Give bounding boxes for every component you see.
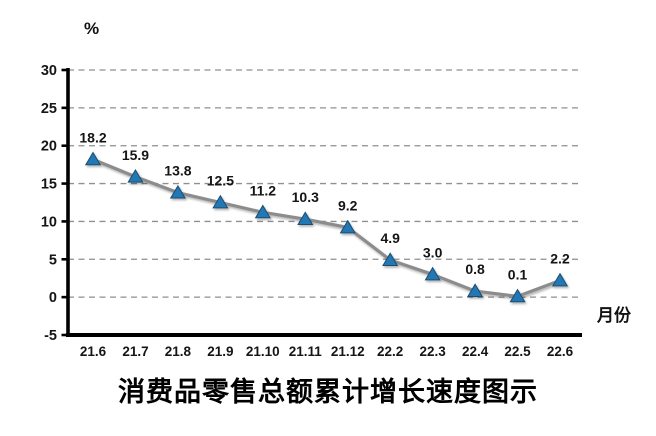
data-point-label: 0.1 — [508, 266, 528, 282]
y-tick-label: 25 — [41, 101, 57, 117]
data-point-label: 18.2 — [79, 129, 106, 145]
data-point-marker — [509, 288, 526, 303]
data-point-marker — [254, 204, 271, 219]
data-point-label: 0.8 — [465, 261, 485, 277]
data-series — [84, 151, 569, 303]
data-point-label: 13.8 — [164, 163, 191, 179]
data-point-marker — [551, 272, 569, 287]
data-point-marker — [467, 283, 484, 297]
data-point-label: 15.9 — [122, 147, 149, 163]
y-tick-label: 10 — [41, 214, 57, 230]
y-tick-label: -5 — [44, 328, 57, 344]
x-tick-label: 21.8 — [165, 344, 192, 359]
data-point-marker — [127, 168, 144, 183]
data-point-label: 2.2 — [550, 250, 570, 266]
data-point-marker — [339, 219, 356, 234]
data-point-marker — [169, 184, 186, 199]
data-point-marker — [212, 194, 229, 209]
y-tick-label: 5 — [49, 252, 57, 268]
data-point-marker — [424, 266, 441, 281]
x-tick-label: 22.2 — [377, 344, 403, 359]
y-tick-label: 30 — [41, 63, 57, 79]
x-tick-label: 21.12 — [331, 344, 365, 359]
x-tick-label: 22.6 — [547, 344, 574, 359]
x-tick-label: 21.10 — [246, 344, 280, 359]
x-tick-label: 21.11 — [289, 344, 323, 359]
data-point-label: 10.3 — [292, 189, 319, 205]
x-tick-label: 21.9 — [207, 344, 233, 359]
data-point-label: 11.2 — [250, 182, 277, 198]
data-point-label: 9.2 — [338, 197, 358, 213]
x-axis-unit-label: 月份 — [597, 306, 631, 325]
chart-title: 消费品零售总额累计增长速度图示 — [118, 377, 538, 407]
data-point-marker — [382, 252, 399, 266]
x-tick-label: 22.5 — [504, 344, 531, 359]
x-tick-label: 22.3 — [419, 344, 446, 359]
x-tick-label: 21.7 — [122, 344, 148, 359]
y-tick-label: 20 — [41, 139, 57, 155]
data-point-label: 4.9 — [380, 230, 400, 246]
data-point-label: 12.5 — [207, 173, 234, 189]
series-line — [91, 157, 562, 298]
x-tick-label: 22.4 — [462, 344, 489, 359]
y-tick-label: 15 — [41, 177, 57, 193]
y-axis-unit-label: % — [84, 19, 100, 38]
data-point-marker — [84, 151, 102, 166]
data-point-marker — [297, 211, 314, 226]
x-tick-label: 21.6 — [80, 344, 107, 359]
y-tick-label: 0 — [49, 290, 57, 306]
data-point-label: 3.0 — [423, 244, 443, 260]
